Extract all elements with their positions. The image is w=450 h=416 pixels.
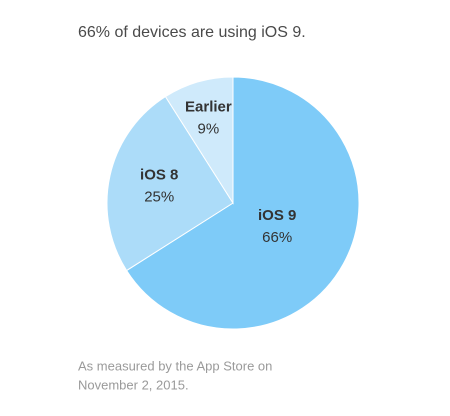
slice-value: 66% — [262, 229, 292, 246]
pie-slice — [125, 76, 360, 330]
slice-label: Earlier — [185, 98, 232, 115]
pie-labels: iOS 9 66% iOS 8 25% Earlier 9% — [140, 98, 296, 246]
pie-slice — [106, 95, 234, 272]
slice-value: 25% — [144, 188, 174, 205]
footnote: November 2, 2015. — [78, 377, 189, 392]
slice-label: iOS 8 — [140, 166, 178, 183]
slice-value: 9% — [198, 120, 220, 137]
chart-title: 66% of devices are using iOS 9. — [78, 24, 306, 41]
footnote: As measured by the App Store on — [78, 358, 272, 373]
pie — [106, 76, 360, 330]
slice-label: iOS 9 — [258, 207, 296, 224]
pie-slice — [164, 76, 234, 205]
